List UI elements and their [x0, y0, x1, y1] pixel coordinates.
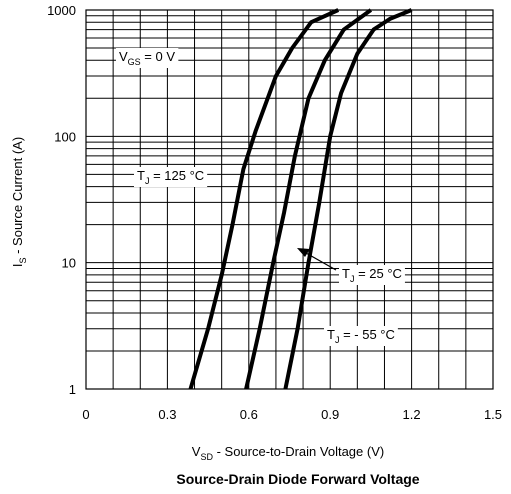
x-tick-label: 0 — [82, 407, 89, 422]
annotation-arrow — [297, 248, 337, 271]
annotation-backgrounds — [116, 48, 405, 346]
annotation-tj-125: TJ = 125 °C — [137, 168, 204, 186]
x-axis-label: VSD - Source-to-Drain Voltage (V) — [192, 444, 384, 462]
series-line-2 — [283, 8, 413, 390]
series-lines — [188, 8, 413, 390]
annotation-background — [324, 326, 398, 346]
annotation-tj-minus-55: TJ = - 55 °C — [327, 327, 395, 345]
y-tick-label: 1000 — [47, 3, 76, 18]
arrow-shaft — [305, 252, 337, 271]
series-line-1 — [244, 8, 373, 390]
x-tick-label: 0.9 — [321, 407, 339, 422]
y-axis-label: IS - Source Current (A) — [10, 137, 28, 267]
annotation-background — [134, 167, 208, 187]
arrow-head-icon — [297, 248, 310, 257]
x-tick-label: 0.6 — [240, 407, 258, 422]
y-tick-label: 10 — [62, 256, 76, 271]
plot-frame — [85, 9, 494, 390]
grid — [85, 9, 494, 390]
y-tick-label: 100 — [54, 129, 76, 144]
series-line-0 — [188, 8, 340, 390]
x-tick-labels: 0 0.3 0.6 0.9 1.2 1.5 — [82, 407, 502, 422]
y-tick-labels: 1 10 100 1000 — [47, 3, 76, 397]
annotation-background — [116, 48, 179, 68]
x-tick-label: 1.2 — [403, 407, 421, 422]
x-tick-label: 0.3 — [158, 407, 176, 422]
annotation-vgs: VGS = 0 V — [119, 49, 175, 67]
chart-title: Source-Drain Diode Forward Voltage — [176, 471, 419, 487]
x-tick-label: 1.5 — [484, 407, 502, 422]
annotation-tj-25: TJ = 25 °C — [342, 266, 402, 284]
annotation-background — [339, 265, 405, 285]
y-tick-label: 1 — [69, 382, 76, 397]
